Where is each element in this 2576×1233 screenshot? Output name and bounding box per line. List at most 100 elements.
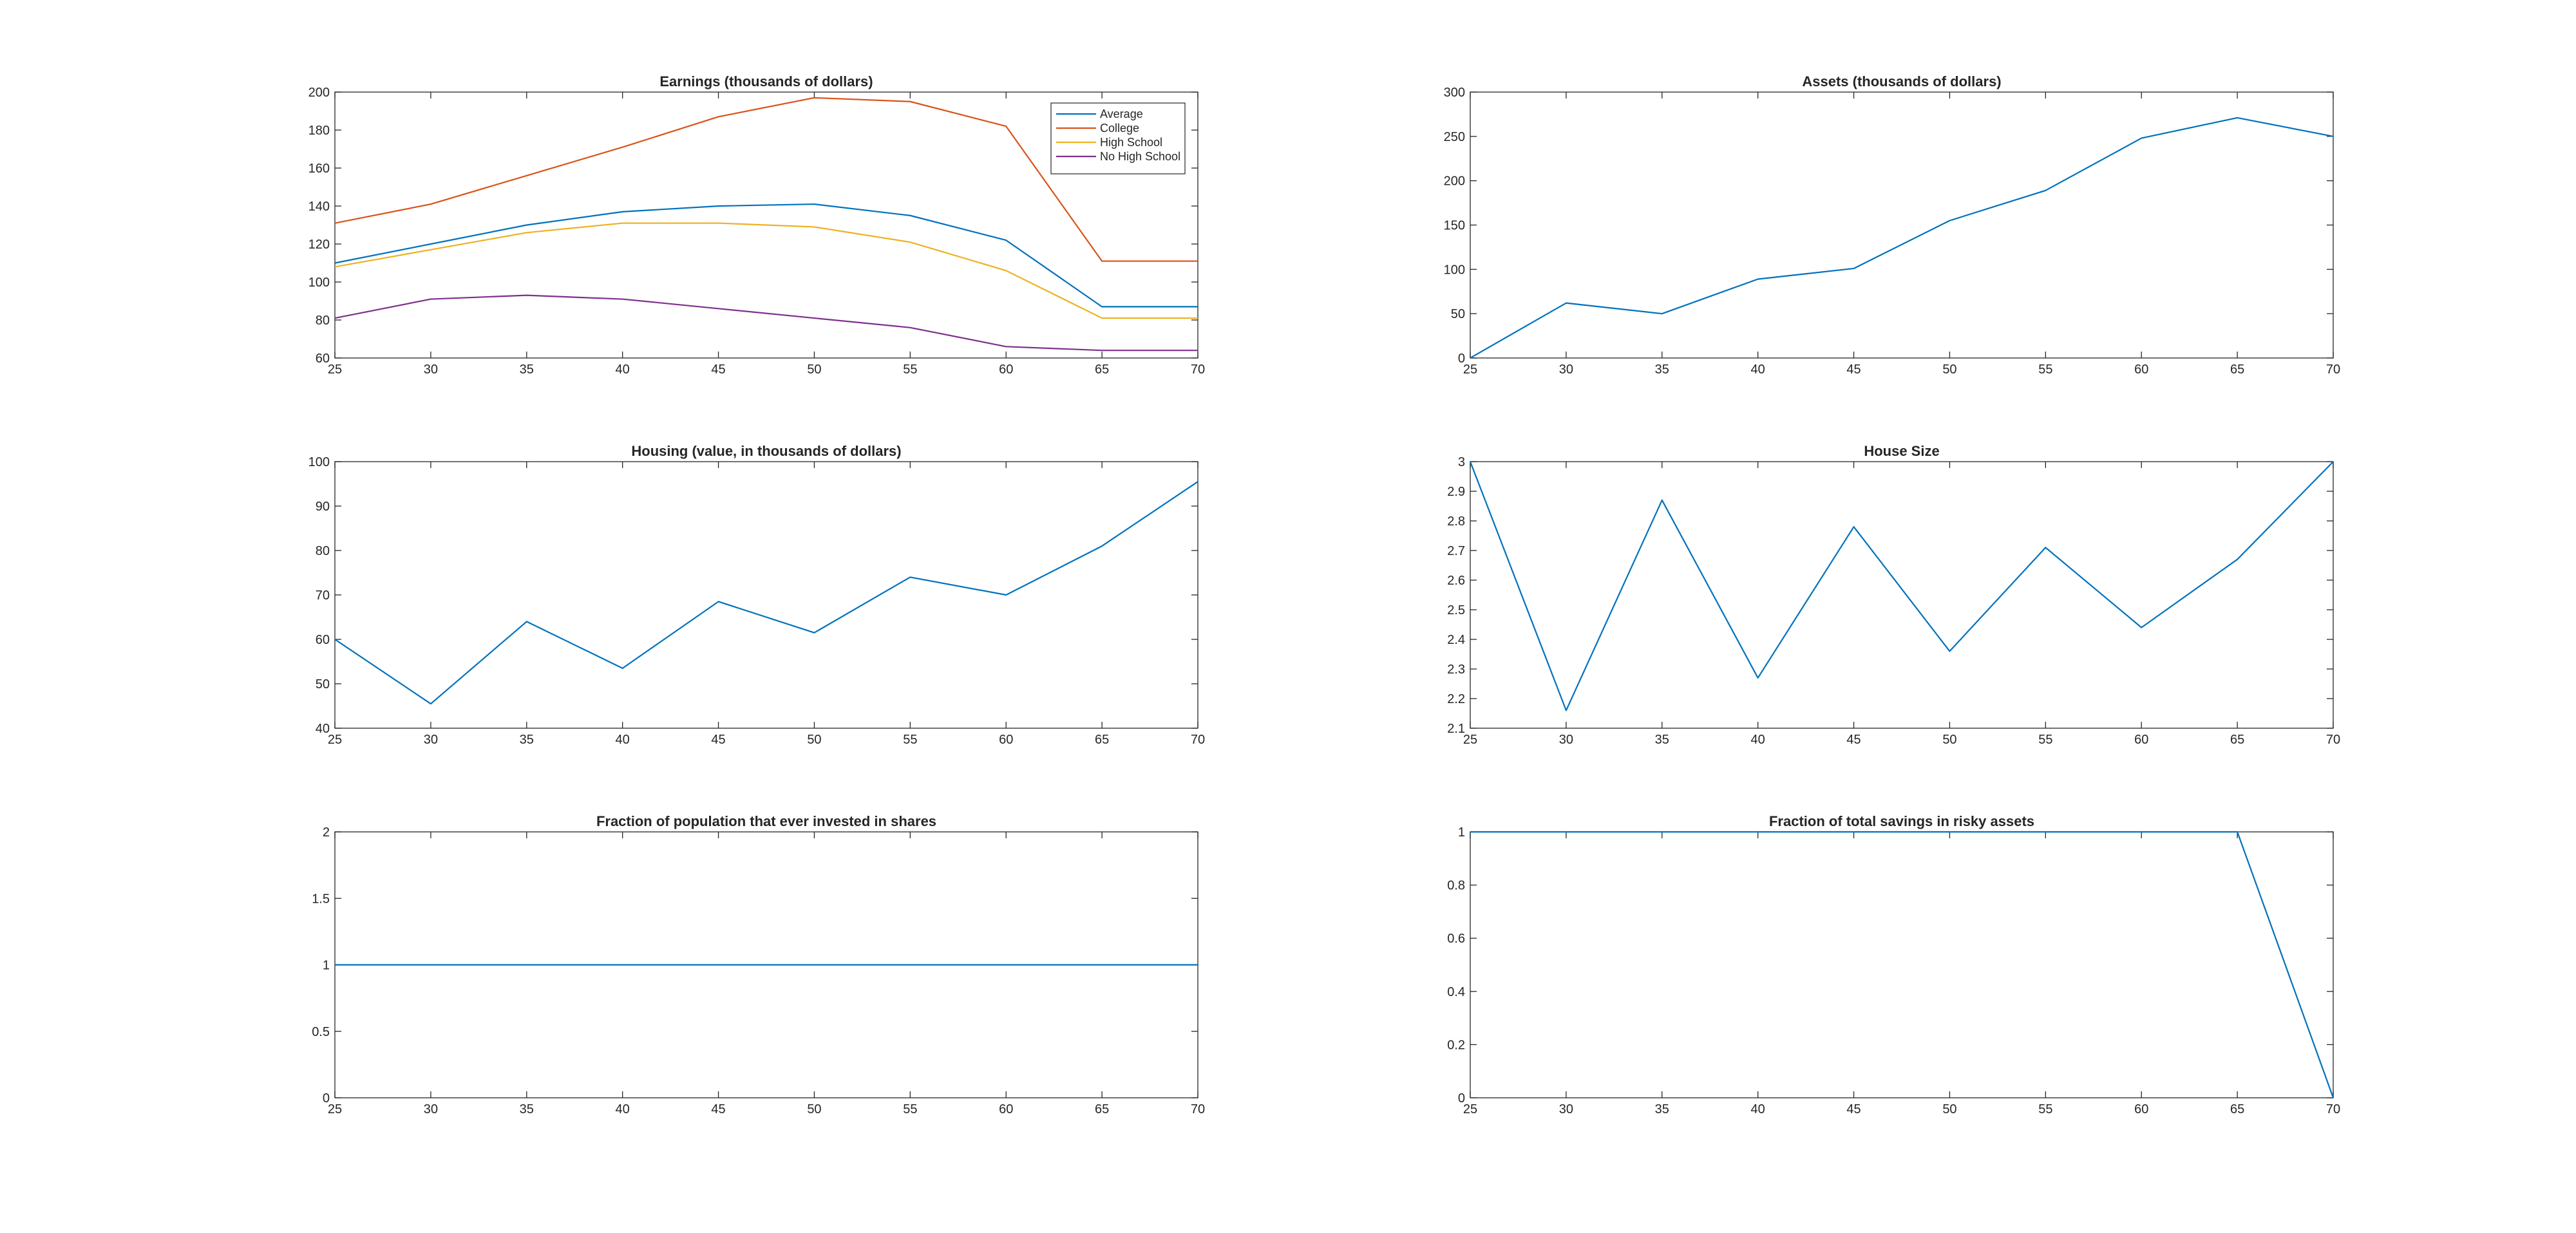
risky-share-ytick-label: 0.4 [1447,985,1465,999]
housing-series-housing-point [909,576,911,578]
risky-share-chart: Fraction of total savings in risky asset… [1447,813,2340,1116]
ever-invested-ytick-label: 0.5 [312,1025,330,1039]
assets-ytick-label: 100 [1444,263,1465,277]
risky-share-ytick-label: 0.8 [1447,879,1465,893]
risky-share-ytick-label: 1 [1458,825,1465,840]
earnings-series-college-point [717,115,719,118]
house-size-series-house-size-point [1852,525,1855,528]
earnings-series-college-point [526,174,528,177]
earnings-series-college-point [813,97,815,99]
house-size-series-house-size-point [2332,460,2334,463]
house-size-xtick-label: 40 [1751,733,1765,747]
earnings-series-high-school-point [1005,269,1007,272]
earnings-xtick-label: 35 [520,362,534,377]
earnings-series-high-school-point [621,221,623,224]
ever-invested-xtick-label: 25 [328,1102,342,1116]
ever-invested-xtick-label: 65 [1095,1102,1109,1116]
risky-share-series-risky-share-point [1661,831,1663,833]
risky-share-xtick-label: 60 [2134,1102,2148,1116]
risky-share-ytick-label: 0.2 [1447,1038,1465,1052]
earnings-series-average-point [334,261,336,264]
housing-ytick-label: 40 [316,722,330,736]
risky-share-xtick-label: 30 [1559,1102,1573,1116]
earnings-series-college-point [334,221,336,224]
house-size-ytick-label: 2.1 [1447,722,1465,736]
house-size-ytick-label: 2.3 [1447,663,1465,677]
earnings-series-high-school-point [1197,317,1199,319]
risky-share-xtick-label: 45 [1846,1102,1861,1116]
housing-series-housing-point [1101,545,1103,547]
earnings-series-no-high-school-point [1005,345,1007,348]
assets-xtick-label: 55 [2038,362,2052,377]
ever-invested-xtick-label: 35 [520,1102,534,1116]
ever-invested-title: Fraction of population that ever investe… [596,813,936,829]
ever-invested-ytick-label: 1 [323,959,330,973]
earnings-legend-box [1050,102,1186,174]
legend-label-no-high-school: No High School [1100,150,1180,163]
risky-share-series-risky-share-point [2140,831,2143,833]
legend-label-high-school: High School [1100,136,1162,149]
risky-share-series-risky-share-point [1756,831,1759,833]
earnings-series-college-point [909,100,911,103]
earnings-series-average-point [813,203,815,205]
earnings-series-high-school-point [430,249,432,251]
assets-series-assets-point [2140,136,2143,139]
risky-share-xtick-label: 55 [2038,1102,2052,1116]
assets-chart: Assets (thousands of dollars) 25 30 35 40 45 5… [1444,73,2341,377]
ever-invested-series-ever-invested-point [813,963,815,966]
house-size-xtick-label: 35 [1655,733,1669,747]
assets-ytick-label: 0 [1458,352,1465,366]
housing-series-housing-line [334,481,1198,705]
earnings-ytick-label: 120 [308,238,330,252]
earnings-xtick-label: 60 [999,362,1013,377]
ever-invested-xtick-label: 30 [424,1102,438,1116]
earnings-title: Earnings (thousands of dollars) [659,73,873,89]
housing-series-housing-point [1005,594,1007,596]
earnings-series-high-school-point [1101,317,1103,319]
assets-ytick-label: 200 [1444,174,1465,189]
assets-xtick-label: 30 [1559,362,1573,377]
assets-ytick-label: 50 [1451,307,1465,321]
assets-series-assets-point [1565,301,1567,304]
earnings-series-high-school-point [334,265,336,268]
housing-ytick-label: 70 [316,588,330,603]
ever-invested-series-ever-invested-point [1197,963,1199,966]
earnings-series-average-point [909,214,911,217]
earnings-series-no-high-school-point [717,307,719,310]
earnings-chart: Earnings (thousands of dollars) 25 30 35 40 4… [308,73,1206,377]
housing-series-housing-point [1197,480,1199,483]
housing-ytick-label: 60 [316,633,330,647]
risky-share-xtick-label: 40 [1751,1102,1765,1116]
house-size-series-house-size-point [2236,558,2239,561]
assets-axes-box [1470,91,2334,359]
house-size-ytick-label: 3 [1458,455,1465,469]
ever-invested-series-ever-invested-point [1005,963,1007,966]
earnings-series-no-high-school-point [1101,349,1103,352]
risky-share-xtick-label: 65 [2230,1102,2244,1116]
house-size-title: House Size [1864,443,1939,459]
assets-xtick-label: 35 [1655,362,1669,377]
earnings-ytick-label: 180 [308,124,330,138]
risky-share-series-risky-share-line [1470,831,2334,1098]
house-size-series-house-size-point [1469,460,1472,463]
assets-series-assets-point [2044,189,2047,192]
housing-xtick-label: 65 [1095,733,1109,747]
housing-chart: Housing (value, in thousands of dollars)… [308,443,1206,747]
assets-series-assets-point [1756,278,1759,280]
house-size-ytick-label: 2.4 [1447,633,1465,647]
risky-share-xtick-label: 35 [1655,1102,1669,1116]
earnings-xtick-label: 45 [711,362,725,377]
risky-share-axes-box [1470,831,2334,1098]
housing-ytick-label: 80 [316,544,330,558]
earnings-xtick-label: 25 [328,362,342,377]
earnings-series-college-point [1101,259,1103,262]
assets-xtick-label: 25 [1463,362,1477,377]
house-size-ytick-label: 2.8 [1447,514,1465,529]
assets-series-assets-point [1469,357,1472,359]
housing-xtick-label: 45 [711,733,725,747]
housing-xtick-label: 30 [424,733,438,747]
housing-xtick-label: 70 [1191,733,1205,747]
earnings-series-average-point [526,223,528,226]
risky-share-ytick-label: 0.6 [1447,932,1465,946]
